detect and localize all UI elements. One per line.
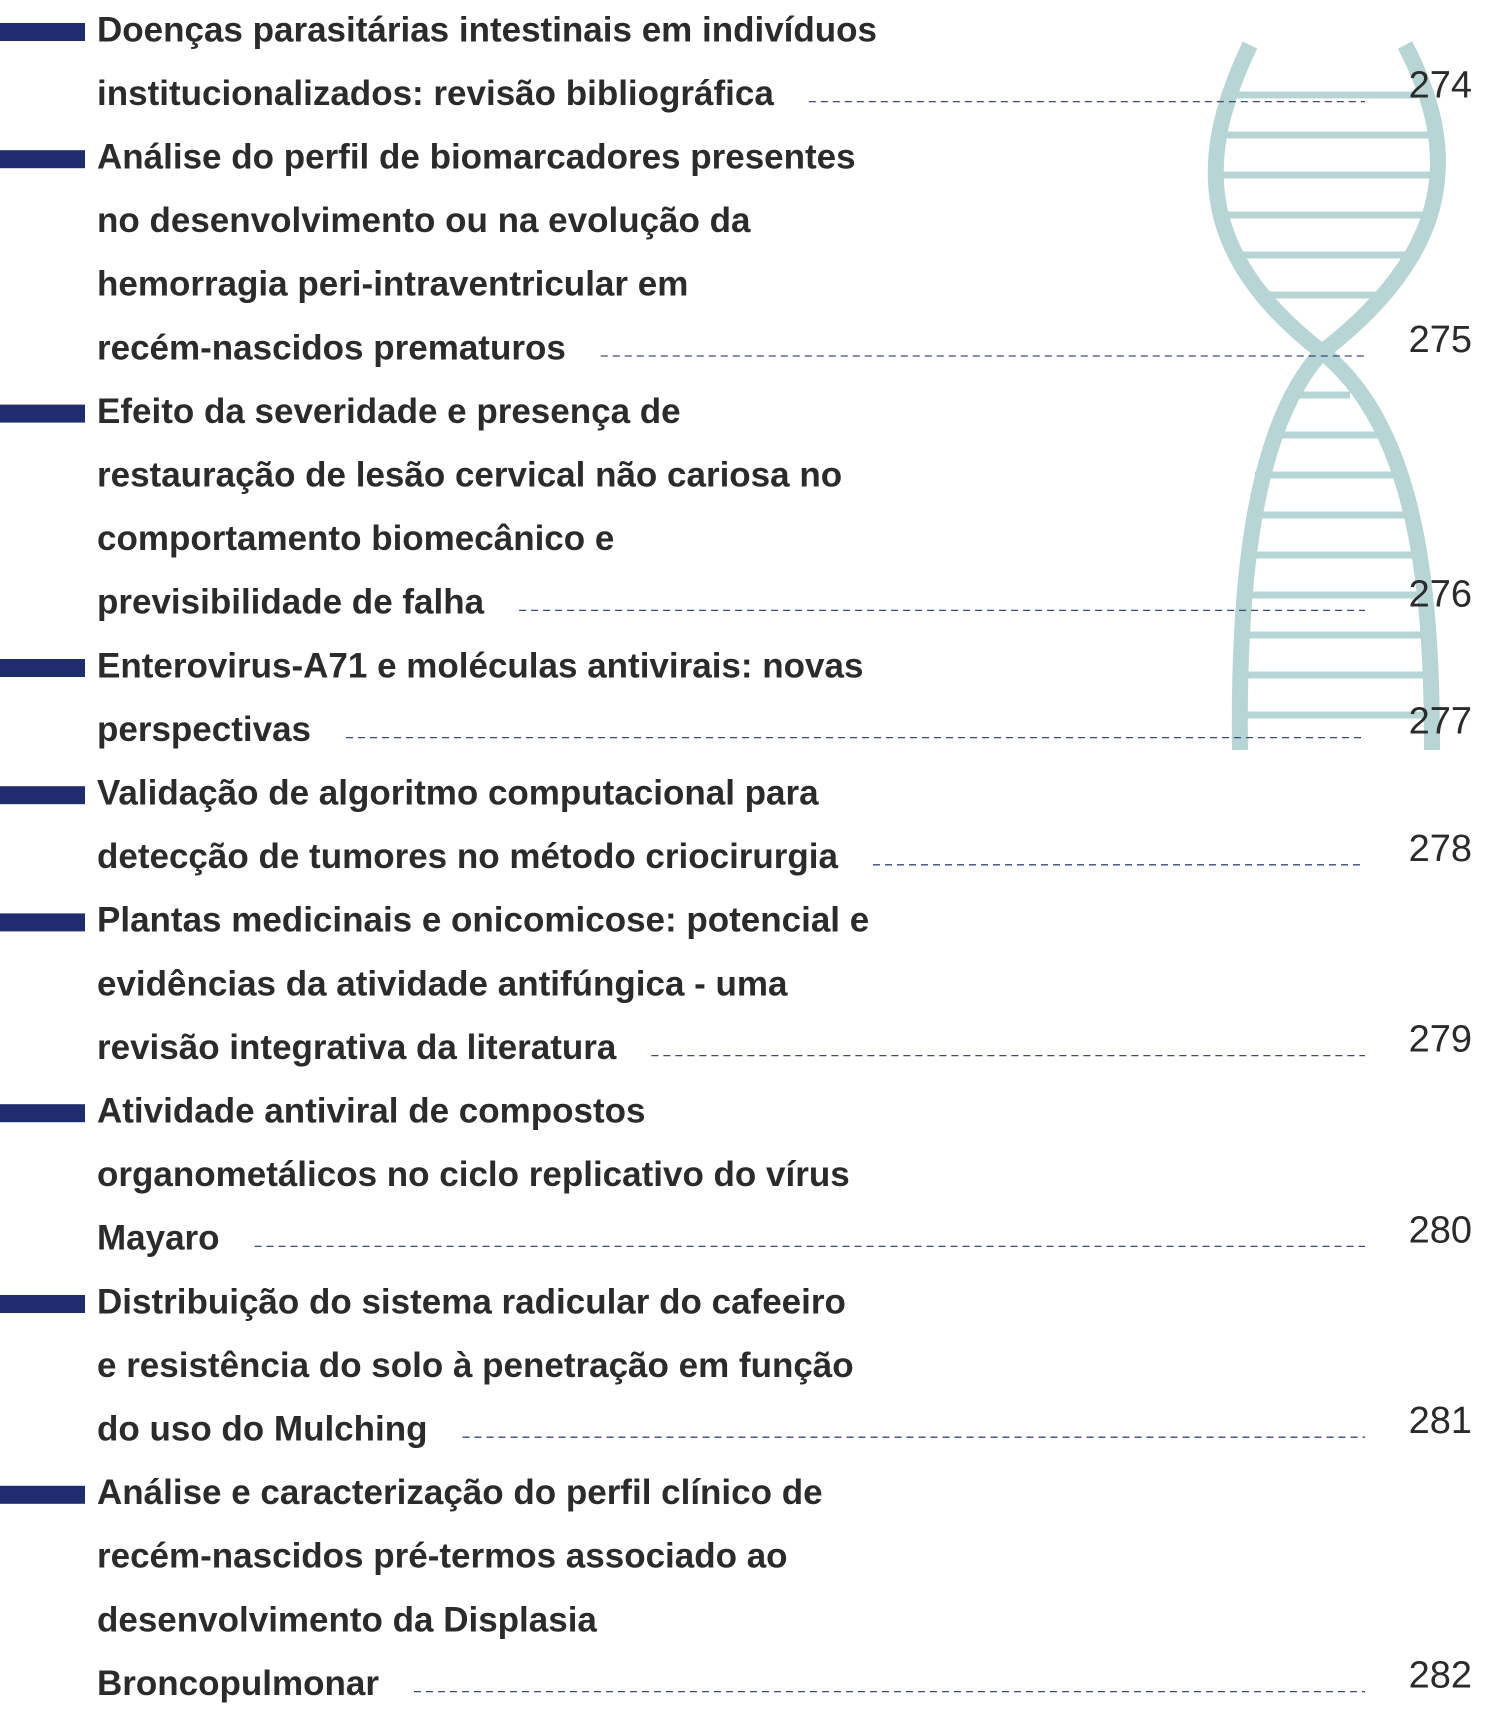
entry-title-line: organometálicos no ciclo replicativo do … xyxy=(97,1155,850,1194)
entry-marker xyxy=(0,150,85,168)
entry-title-line: comportamento biomecânico e xyxy=(97,519,614,558)
entry-title-line: Efeito da severidade e presença de xyxy=(97,392,681,431)
entry-title-line: recém-nascidos prematuros xyxy=(97,328,566,367)
entry-title-line: Validação de algoritmo computacional par… xyxy=(97,773,819,812)
entry-title-line: previsibilidade de falha xyxy=(97,583,485,622)
entry-title-line: Análise e caracterização do perfil clíni… xyxy=(97,1473,823,1512)
entry-marker xyxy=(0,786,85,804)
toc: Doenças parasitárias intestinais em indi… xyxy=(0,0,1504,1713)
entry-title-line: Mayaro xyxy=(97,1219,220,1258)
entry-marker xyxy=(0,1104,85,1122)
page-number: 282 xyxy=(1409,1655,1472,1697)
page-number: 274 xyxy=(1409,65,1472,107)
page-number: 278 xyxy=(1409,828,1472,870)
entry-title-line: Doenças parasitárias intestinais em indi… xyxy=(97,10,877,49)
page-number: 277 xyxy=(1409,701,1472,743)
entry-title-line: no desenvolvimento ou na evolução da xyxy=(97,201,751,240)
entry-title-line: evidências da atividade antifúngica - um… xyxy=(97,964,788,1003)
entry-title-line: detecção de tumores no método criocirurg… xyxy=(97,837,839,876)
entry-title-line: desenvolvimento da Displasia xyxy=(97,1600,597,1639)
entry-title-line: institucionalizados: revisão bibliográfi… xyxy=(97,74,774,113)
entry-title-line: Análise do perfil de biomarcadores prese… xyxy=(97,137,856,176)
entry-marker xyxy=(0,405,85,423)
entry-title-line: hemorragia peri-intraventricular em xyxy=(97,265,688,304)
page: Doenças parasitárias intestinais em indi… xyxy=(0,0,1504,1713)
entry-title-line: Distribuição do sistema radicular do caf… xyxy=(97,1282,846,1321)
entry-marker xyxy=(0,1295,85,1313)
entry-title-line: Plantas medicinais e onicomicose: potenc… xyxy=(97,901,869,940)
page-number: 275 xyxy=(1409,319,1472,361)
entry-marker xyxy=(0,23,85,41)
entry-title-line: Atividade antiviral de compostos xyxy=(97,1091,645,1130)
entry-marker xyxy=(0,913,85,931)
entry-title-line: perspectivas xyxy=(97,710,311,749)
entry-marker xyxy=(0,1486,85,1504)
entry-title-line: Broncopulmonar xyxy=(97,1664,379,1703)
entry-title-line: restauração de lesão cervical não carios… xyxy=(97,455,842,494)
entry-title-line: Enterovirus-A71 e moléculas antivirais: … xyxy=(97,646,863,685)
entry-title-line: e resistência do solo à penetração em fu… xyxy=(97,1346,854,1385)
dna-decoration xyxy=(1216,45,1438,750)
entry-marker xyxy=(0,659,85,677)
entry-title-line: revisão integrativa da literatura xyxy=(97,1028,617,1067)
page-number: 279 xyxy=(1409,1019,1472,1061)
page-number: 280 xyxy=(1409,1209,1472,1251)
entry-title-line: do uso do Mulching xyxy=(97,1409,428,1448)
entry-title-line: recém-nascidos pré-termos associado ao xyxy=(97,1537,788,1576)
page-number: 276 xyxy=(1409,573,1472,615)
page-number: 281 xyxy=(1409,1400,1472,1442)
